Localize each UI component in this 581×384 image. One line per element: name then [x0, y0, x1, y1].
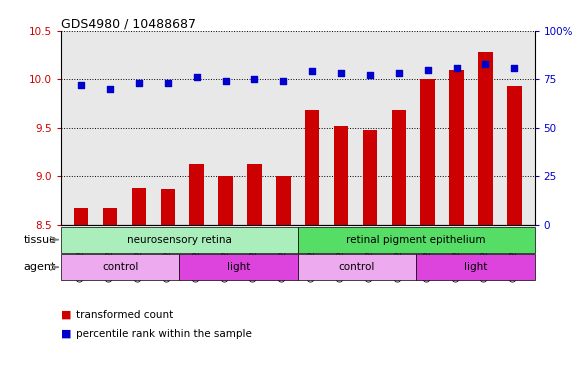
Bar: [507, 86, 522, 225]
Bar: [392, 110, 406, 225]
Point: [279, 78, 288, 84]
Bar: [189, 164, 204, 225]
Text: tissue: tissue: [23, 235, 56, 245]
Point: [365, 72, 375, 78]
Point: [250, 76, 259, 82]
Text: control: control: [102, 262, 138, 272]
Bar: [305, 110, 320, 225]
Bar: [103, 208, 117, 225]
Text: ■: ■: [61, 310, 71, 320]
Point: [163, 80, 173, 86]
Point: [77, 82, 86, 88]
Point: [134, 80, 144, 86]
Bar: [132, 188, 146, 225]
Point: [336, 70, 346, 76]
Point: [481, 61, 490, 67]
Bar: [478, 52, 493, 225]
Point: [423, 66, 432, 73]
Bar: [363, 130, 377, 225]
Text: light: light: [464, 262, 487, 272]
Text: percentile rank within the sample: percentile rank within the sample: [76, 329, 252, 339]
Text: ■: ■: [61, 329, 71, 339]
Point: [105, 86, 114, 92]
Point: [307, 68, 317, 74]
Bar: [74, 208, 88, 225]
Bar: [276, 176, 290, 225]
Text: agent: agent: [23, 262, 56, 272]
Text: retinal pigment epithelium: retinal pigment epithelium: [346, 235, 486, 245]
Bar: [248, 164, 261, 225]
Point: [394, 70, 403, 76]
Text: transformed count: transformed count: [76, 310, 173, 320]
Text: control: control: [339, 262, 375, 272]
Bar: [160, 189, 175, 225]
Point: [452, 65, 461, 71]
Bar: [334, 126, 348, 225]
Bar: [449, 70, 464, 225]
Point: [510, 65, 519, 71]
Bar: [218, 176, 233, 225]
Point: [221, 78, 230, 84]
Text: GDS4980 / 10488687: GDS4980 / 10488687: [61, 17, 196, 30]
Point: [192, 74, 202, 80]
Text: light: light: [227, 262, 250, 272]
Bar: [421, 79, 435, 225]
Text: neurosensory retina: neurosensory retina: [127, 235, 232, 245]
